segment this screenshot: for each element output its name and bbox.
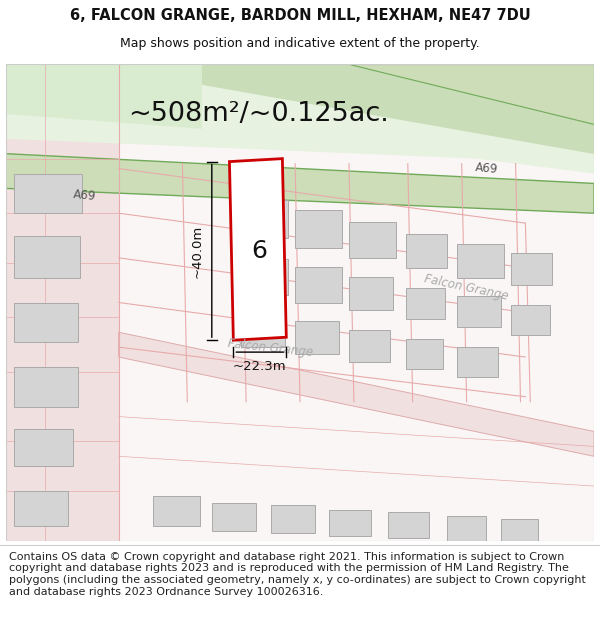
Bar bbox=[153, 496, 200, 526]
Polygon shape bbox=[119, 332, 594, 456]
Polygon shape bbox=[85, 64, 594, 154]
Bar bbox=[501, 519, 538, 541]
Bar bbox=[406, 234, 447, 268]
Text: ~508m²/~0.125ac.: ~508m²/~0.125ac. bbox=[128, 101, 389, 127]
Bar bbox=[295, 321, 339, 354]
Bar bbox=[457, 347, 498, 377]
Text: A69: A69 bbox=[474, 161, 498, 176]
Bar bbox=[457, 244, 504, 278]
Bar bbox=[14, 236, 80, 278]
Text: 6, FALCON GRANGE, BARDON MILL, HEXHAM, NE47 7DU: 6, FALCON GRANGE, BARDON MILL, HEXHAM, N… bbox=[70, 8, 530, 22]
Bar bbox=[14, 367, 77, 407]
Bar bbox=[14, 174, 82, 213]
Bar bbox=[349, 330, 390, 362]
Polygon shape bbox=[6, 64, 119, 541]
Bar bbox=[14, 302, 77, 343]
Bar bbox=[241, 313, 286, 347]
Polygon shape bbox=[229, 159, 286, 340]
Bar bbox=[212, 503, 256, 531]
Polygon shape bbox=[6, 64, 594, 174]
Bar bbox=[241, 200, 288, 238]
Bar bbox=[295, 210, 342, 248]
Bar bbox=[271, 505, 315, 532]
Polygon shape bbox=[6, 64, 202, 129]
Text: A69: A69 bbox=[73, 188, 97, 203]
Text: Falcon Grange: Falcon Grange bbox=[424, 272, 510, 303]
Bar bbox=[457, 296, 501, 328]
Text: Falcon Grange: Falcon Grange bbox=[227, 338, 314, 359]
Polygon shape bbox=[349, 64, 594, 124]
Bar bbox=[329, 510, 371, 536]
Text: ~22.3m: ~22.3m bbox=[233, 360, 287, 373]
Bar bbox=[241, 259, 288, 294]
Bar bbox=[14, 491, 68, 526]
Polygon shape bbox=[6, 154, 594, 213]
Polygon shape bbox=[6, 64, 594, 541]
Bar bbox=[349, 222, 396, 258]
Bar bbox=[511, 253, 552, 284]
Bar bbox=[406, 288, 445, 319]
Text: ~40.0m: ~40.0m bbox=[191, 224, 204, 278]
Bar bbox=[406, 339, 443, 369]
Bar bbox=[447, 516, 486, 541]
Bar bbox=[511, 306, 550, 335]
Bar bbox=[14, 429, 73, 466]
Bar bbox=[295, 267, 342, 302]
Bar bbox=[349, 277, 393, 311]
Text: 6: 6 bbox=[251, 239, 267, 263]
Text: Contains OS data © Crown copyright and database right 2021. This information is : Contains OS data © Crown copyright and d… bbox=[9, 552, 586, 597]
Text: Map shows position and indicative extent of the property.: Map shows position and indicative extent… bbox=[120, 37, 480, 50]
Bar bbox=[388, 512, 430, 538]
